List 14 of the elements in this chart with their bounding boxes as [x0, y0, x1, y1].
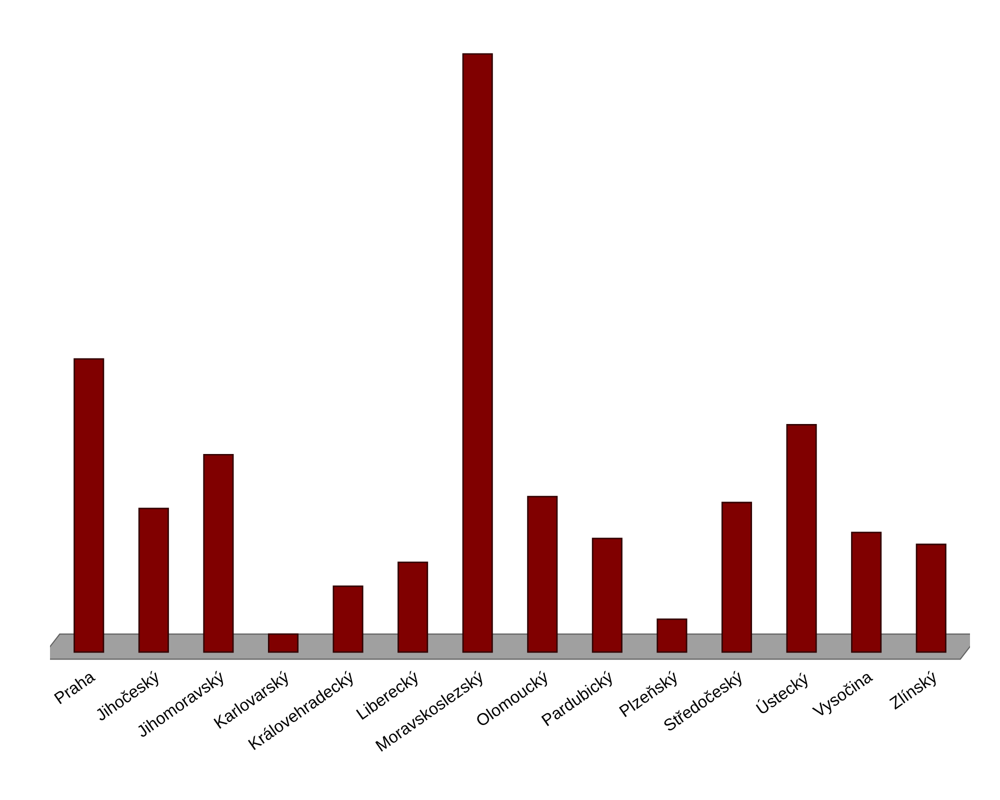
- bar: [851, 532, 882, 653]
- bar: [398, 562, 428, 653]
- bar: [721, 502, 752, 653]
- bar: [592, 538, 622, 653]
- bar: [656, 618, 688, 653]
- bar: [916, 544, 946, 653]
- bar: [203, 454, 234, 653]
- bar: [527, 496, 558, 653]
- bar: [138, 508, 169, 653]
- bar: [462, 53, 493, 653]
- bar: [268, 633, 299, 653]
- bar: [332, 586, 364, 653]
- bar: [74, 358, 104, 653]
- bar: [786, 424, 817, 653]
